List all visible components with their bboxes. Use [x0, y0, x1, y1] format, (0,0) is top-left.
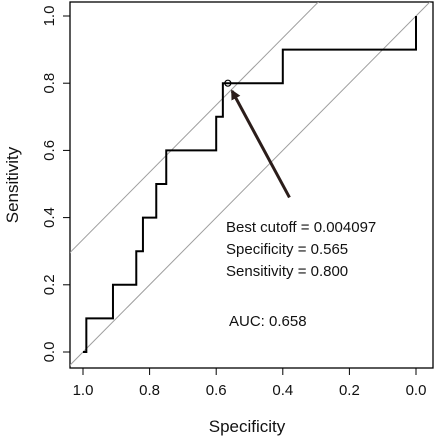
y-tick-label: 0.2 [41, 274, 58, 295]
y-tick-label: 0.4 [41, 207, 58, 228]
x-tick-label: 0.6 [206, 382, 227, 399]
plot-frame [69, 1, 434, 369]
specificity-label: Specificity = 0.565 [226, 241, 348, 258]
x-axis-ticks: 1.0 0.8 0.6 0.4 0.2 0.0 [73, 368, 427, 399]
x-axis-label: Specificity [209, 417, 286, 436]
best-cutoff-arrow [230, 89, 291, 199]
best-cutoff-point [224, 79, 232, 87]
reference-lines [70, 2, 431, 366]
roc-curve-group [83, 16, 417, 353]
x-tick-label: 0.2 [339, 382, 360, 399]
best-cutoff-label: Best cutoff = 0.004097 [226, 219, 376, 236]
reference-line-2 [70, 2, 320, 254]
y-tick-label: 1.0 [41, 6, 58, 27]
y-axis-label: Sensitivity [3, 146, 22, 223]
reference-line-1 [70, 2, 431, 366]
x-tick-label: 0.8 [139, 382, 160, 399]
x-tick-label: 0.0 [406, 382, 427, 399]
y-tick-label: 0.0 [41, 342, 58, 363]
auc-label: AUC: 0.658 [229, 313, 307, 330]
plot-border [69, 1, 434, 369]
roc-curve-line [83, 16, 417, 353]
x-tick-label: 1.0 [73, 382, 94, 399]
y-tick-label: 0.8 [41, 73, 58, 94]
sensitivity-label: Sensitivity = 0.800 [226, 263, 348, 280]
y-axis-ticks: 0.0 0.2 0.4 0.6 0.8 1.0 [41, 6, 70, 363]
x-tick-label: 0.4 [272, 382, 293, 399]
y-tick-label: 0.6 [41, 140, 58, 161]
